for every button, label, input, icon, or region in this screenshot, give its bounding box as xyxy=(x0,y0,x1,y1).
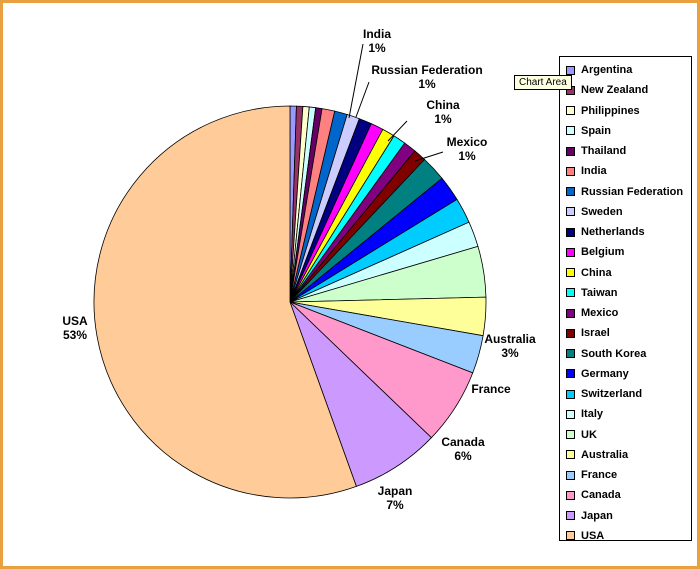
legend-label: Russian Federation xyxy=(581,185,684,198)
legend-label: UK xyxy=(581,428,597,441)
legend-label: Germany xyxy=(581,367,629,380)
legend-item: Australia xyxy=(560,445,691,465)
legend-label: Japan xyxy=(581,509,613,522)
legend-swatch xyxy=(566,65,575,75)
legend-label: Spain xyxy=(581,124,611,137)
legend-label: Australia xyxy=(581,448,629,461)
legend-swatch xyxy=(566,106,575,116)
legend-item: South Korea xyxy=(560,344,691,364)
legend-swatch xyxy=(566,247,575,257)
data-label-name: Mexico xyxy=(447,135,488,149)
leader-line xyxy=(355,81,370,118)
legend-label: Netherlands xyxy=(581,226,645,239)
legend-item: Belgium xyxy=(560,242,691,262)
legend-swatch xyxy=(566,430,575,440)
legend-label: Switzerland xyxy=(581,388,643,401)
legend-item: Netherlands xyxy=(560,222,691,242)
chart-area-tooltip: Chart Area xyxy=(514,75,572,90)
legend-item: Argentina xyxy=(560,60,691,80)
legend-swatch xyxy=(566,470,575,480)
legend-item: India xyxy=(560,161,691,181)
legend-label: Italy xyxy=(581,408,604,421)
legend-item: Philippines xyxy=(560,101,691,121)
legend-item: Spain xyxy=(560,121,691,141)
data-label-name: USA xyxy=(62,314,88,328)
legend-item: Mexico xyxy=(560,303,691,323)
data-label-name: Japan xyxy=(378,484,413,498)
legend-item: China xyxy=(560,263,691,283)
legend-label: Israel xyxy=(581,327,610,340)
legend-item: USA xyxy=(560,526,691,546)
legend-label: Taiwan xyxy=(581,286,618,299)
legend-label: Sweden xyxy=(581,205,623,218)
legend-swatch xyxy=(566,187,575,197)
legend-swatch xyxy=(566,328,575,338)
data-label-name: Australia xyxy=(484,332,536,346)
legend-item: Sweden xyxy=(560,202,691,222)
legend-label: Canada xyxy=(581,489,621,502)
legend-swatch xyxy=(566,166,575,176)
pie-slice-usa[interactable] xyxy=(93,105,357,499)
leader-line xyxy=(414,151,444,162)
data-label-name: China xyxy=(426,98,460,112)
data-label-value: 1% xyxy=(458,149,476,163)
data-label-name: Russian Federation xyxy=(371,63,482,77)
legend-swatch xyxy=(566,268,575,278)
legend-item: New Zealand xyxy=(560,80,691,100)
legend-label: Belgium xyxy=(581,246,625,259)
legend-label: Mexico xyxy=(581,307,619,320)
legend-label: India xyxy=(581,165,607,178)
legend-swatch xyxy=(566,409,575,419)
legend-swatch xyxy=(566,288,575,298)
legend-label: Philippines xyxy=(581,104,640,117)
legend-swatch xyxy=(566,126,575,136)
legend-swatch xyxy=(566,349,575,359)
legend-swatch xyxy=(566,490,575,500)
legend-label: Thailand xyxy=(581,145,627,158)
legend-swatch xyxy=(566,308,575,318)
legend-swatch xyxy=(566,146,575,156)
legend-label: New Zealand xyxy=(581,84,649,97)
legend-item: Germany xyxy=(560,364,691,384)
legend-label: Argentina xyxy=(581,64,633,77)
data-label-value: 1% xyxy=(418,77,436,91)
legend-item: Switzerland xyxy=(560,384,691,404)
legend-item: Thailand xyxy=(560,141,691,161)
legend-swatch xyxy=(566,450,575,460)
legend-item: Israel xyxy=(560,323,691,343)
legend-item: Taiwan xyxy=(560,283,691,303)
data-label-value: 53% xyxy=(63,328,87,342)
legend-label: France xyxy=(581,469,618,482)
legend-item: France xyxy=(560,465,691,485)
legend-item: UK xyxy=(560,425,691,445)
legend-swatch xyxy=(566,531,575,541)
legend-swatch xyxy=(566,369,575,379)
legend-swatch xyxy=(566,207,575,217)
legend-item: Russian Federation xyxy=(560,182,691,202)
leader-line xyxy=(387,120,408,142)
data-label-value: 1% xyxy=(368,41,386,55)
legend-swatch xyxy=(566,227,575,237)
legend-item: Italy xyxy=(560,404,691,424)
data-label-value: 6% xyxy=(454,449,472,463)
data-label-value: 1% xyxy=(434,112,452,126)
data-label-name: France xyxy=(471,382,511,396)
data-label-value: 3% xyxy=(501,346,519,360)
legend-swatch xyxy=(566,389,575,399)
legend-item: Japan xyxy=(560,506,691,526)
legend-label: South Korea xyxy=(581,347,647,360)
legend-label: USA xyxy=(581,529,605,542)
legend-label: China xyxy=(581,266,612,279)
data-label-name: Canada xyxy=(441,435,485,449)
leader-line xyxy=(348,43,364,119)
legend: Argentina New Zealand Philippines Spain Thai… xyxy=(559,56,692,542)
legend-swatch xyxy=(566,511,575,521)
legend-item: Canada xyxy=(560,485,691,505)
data-label-value: 7% xyxy=(386,498,404,512)
data-label-name: India xyxy=(363,27,391,41)
